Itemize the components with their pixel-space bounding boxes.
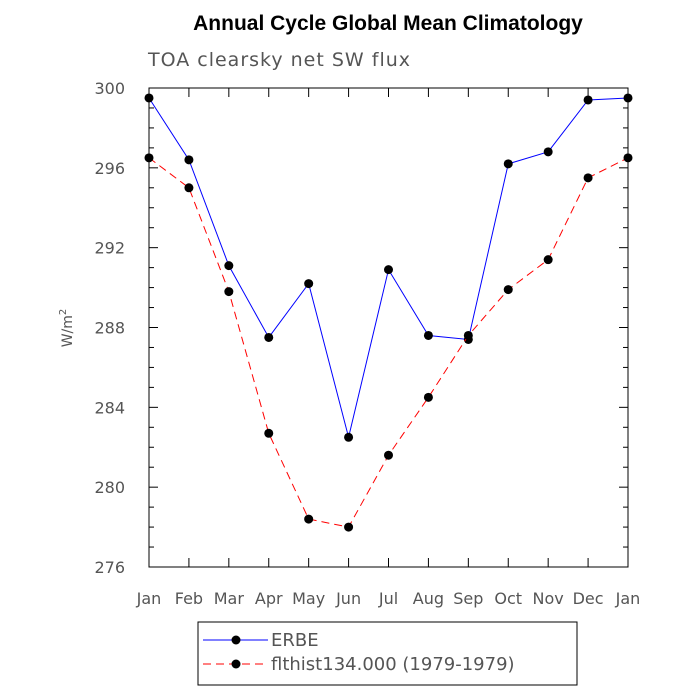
data-point: [264, 332, 274, 342]
y-tick-label: 296: [94, 159, 125, 178]
data-point: [224, 261, 234, 271]
x-tick-label: Mar: [214, 589, 245, 608]
y-axis-ticks: 276 280 284 288 292 296 300: [94, 79, 628, 577]
data-point: [184, 155, 194, 165]
series-layer: [144, 93, 633, 532]
x-tick-label: Sep: [453, 589, 483, 608]
data-point: [423, 392, 433, 402]
data-point: [423, 330, 433, 340]
data-point: [264, 428, 274, 438]
data-point: [384, 265, 393, 275]
y-axis-label: W/m2: [58, 309, 76, 348]
data-point: [304, 279, 314, 289]
chart-subtitle: TOA clearsky net SW flux: [147, 49, 411, 71]
x-tick-label: Jul: [378, 589, 398, 608]
y-tick-label: 280: [94, 478, 125, 497]
legend-marker: [231, 659, 241, 669]
data-point: [463, 330, 473, 340]
x-tick-label: Nov: [533, 589, 564, 608]
x-tick-label: Oct: [494, 589, 522, 608]
data-point: [623, 153, 633, 163]
legend-label: flthist134.000 (1979-1979): [271, 654, 515, 675]
y-tick-label: 288: [94, 319, 125, 338]
data-point: [344, 522, 354, 532]
x-tick-label: Jun: [335, 589, 361, 608]
chart-title: Annual Cycle Global Mean Climatology: [193, 12, 583, 35]
y-tick-label: 292: [94, 239, 125, 258]
x-tick-label: Aug: [413, 589, 444, 608]
series-erbe: [144, 93, 633, 442]
data-point: [503, 285, 513, 295]
axes-frame: [148, 87, 629, 568]
data-point: [543, 147, 553, 157]
data-point: [344, 432, 354, 442]
legend: ERBE flthist134.000 (1979-1979): [197, 621, 578, 686]
legend-marker: [231, 635, 241, 645]
data-point: [144, 153, 154, 163]
x-tick-label: Jan: [615, 589, 641, 608]
plot-frame: [148, 87, 629, 568]
series-line: [148, 157, 629, 528]
data-point: [583, 173, 593, 183]
x-axis-ticks: Jan Feb Mar Apr May Jun Jul Aug Sep Oct Nov Dec Jan: [136, 88, 641, 608]
data-point: [304, 514, 314, 524]
x-tick-label: Dec: [573, 589, 604, 608]
y-tick-label: 300: [94, 79, 125, 98]
series-model: [144, 153, 633, 532]
data-point: [623, 93, 633, 103]
legend-box: [197, 621, 578, 686]
data-point: [543, 255, 553, 265]
data-point: [144, 93, 154, 103]
data-point: [184, 183, 194, 193]
x-tick-label: Jan: [136, 589, 162, 608]
data-point: [384, 450, 393, 460]
x-tick-label: Feb: [175, 589, 203, 608]
data-point: [583, 95, 593, 105]
legend-label: ERBE: [271, 630, 319, 651]
x-tick-label: May: [292, 589, 325, 608]
x-tick-label: Apr: [255, 589, 283, 608]
y-tick-label: 284: [94, 398, 125, 417]
data-point: [224, 287, 234, 297]
data-point: [503, 159, 513, 169]
y-tick-label: 276: [94, 558, 125, 577]
